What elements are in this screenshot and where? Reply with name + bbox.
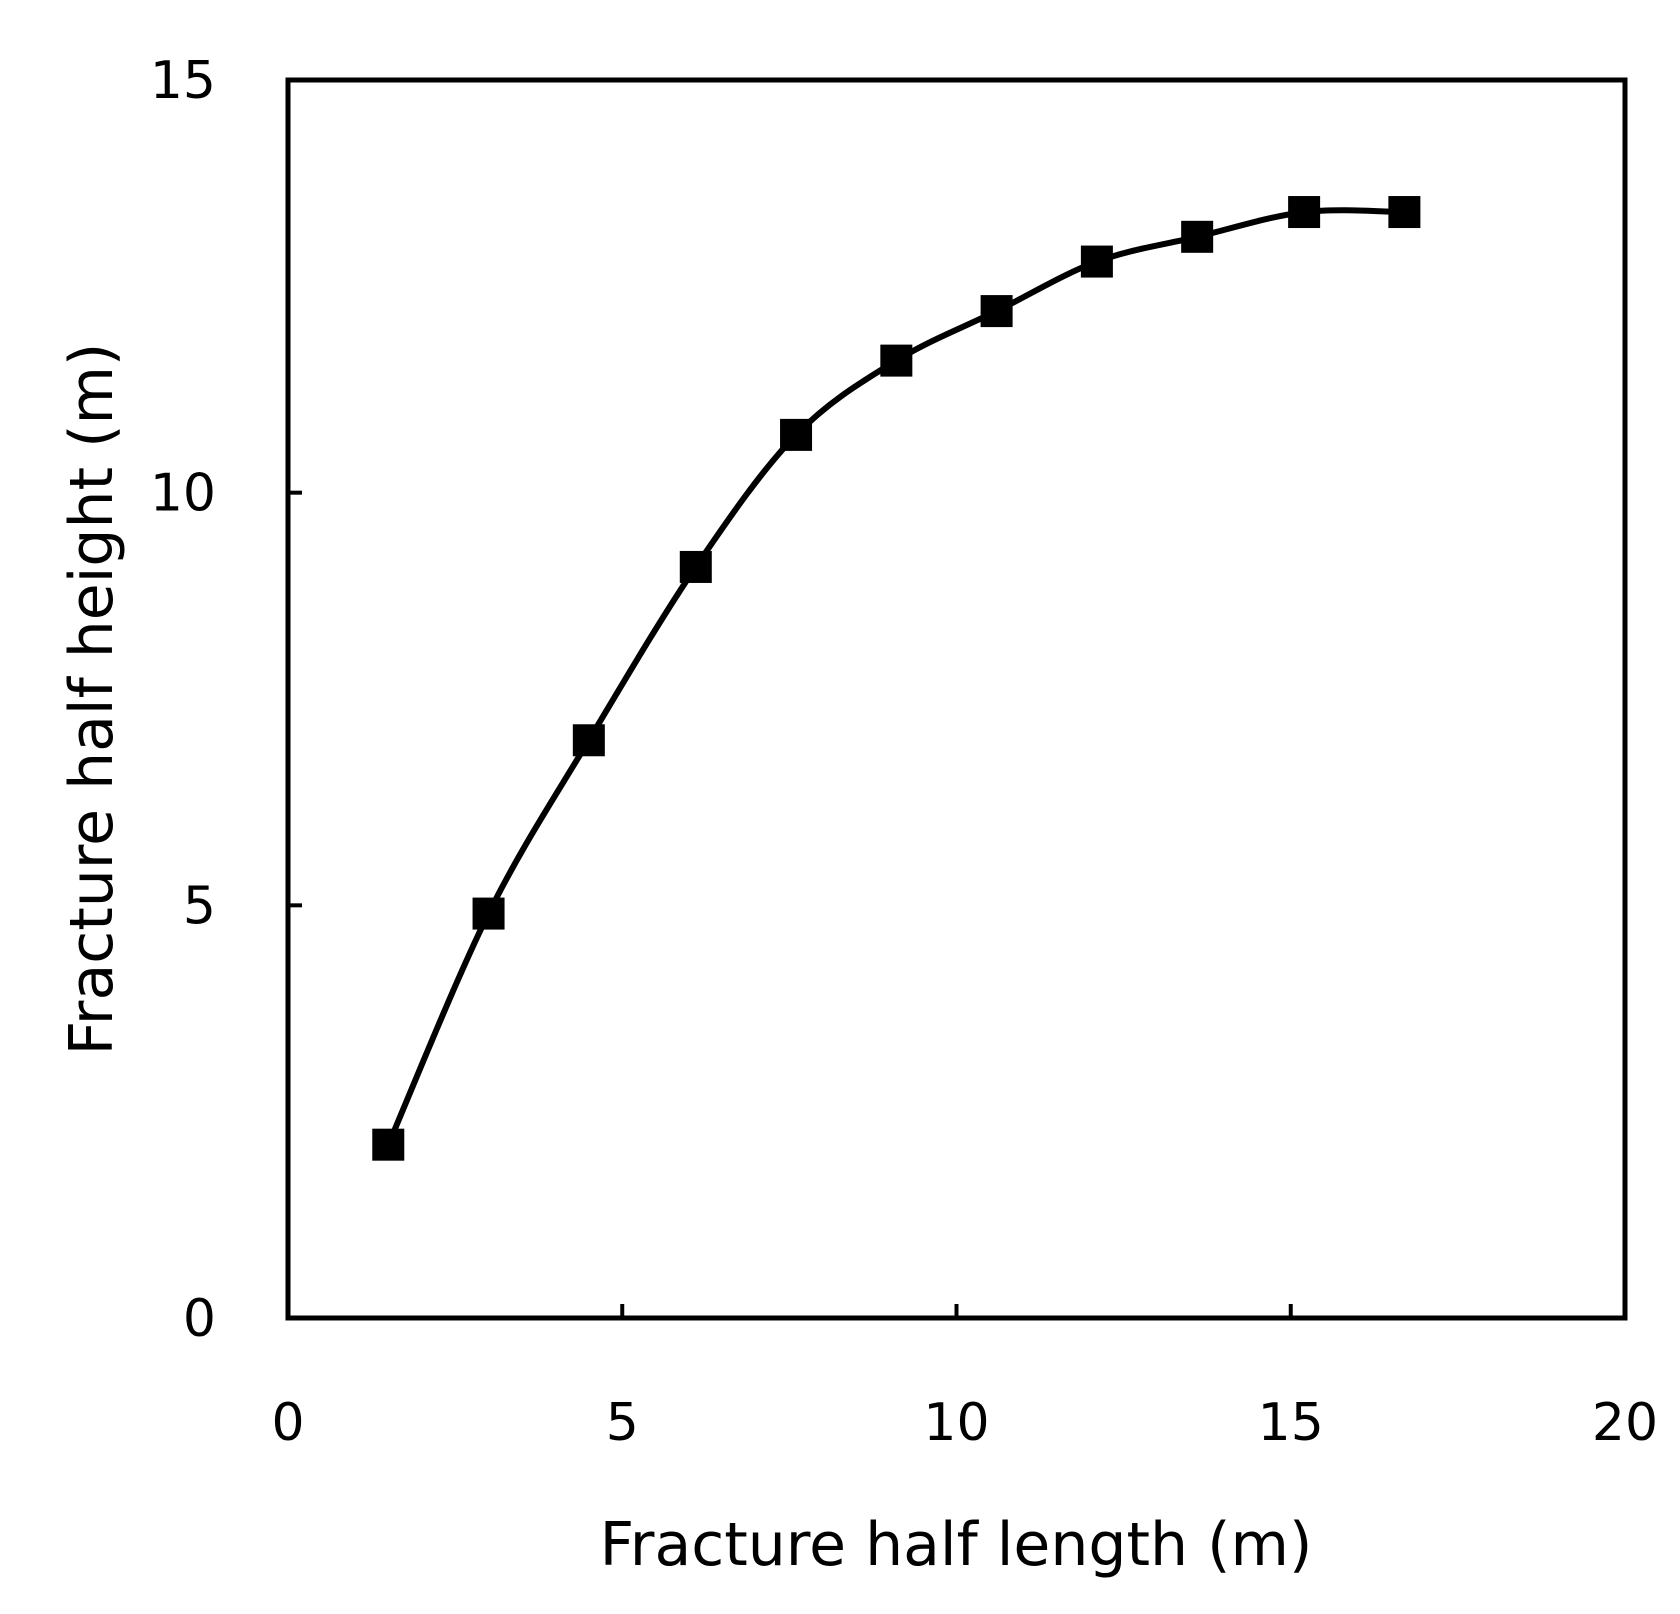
data-point-marker [980,295,1013,328]
y-axis-title: Fracture half height (m) [57,343,127,1056]
data-point-marker [1181,220,1214,253]
x-tick-label: 20 [1592,1393,1658,1453]
y-tick-label: 15 [150,51,216,111]
series-markers [372,196,1421,1161]
x-tick-label: 0 [271,1393,304,1453]
y-axis-ticks: 0 5 10 15 [150,51,302,1349]
x-tick-label: 10 [923,1393,989,1453]
data-point-marker [1080,245,1113,278]
y-tick-label: 0 [183,1289,216,1349]
plot-frame [285,77,1628,1321]
x-axis-ticks: 0 5 10 15 20 [271,1304,1658,1453]
data-point-marker [372,1128,405,1161]
y-tick-label: 5 [183,876,216,936]
data-point-marker [1388,196,1421,229]
data-point-marker [572,724,605,757]
data-point-marker [880,344,913,377]
data-point-marker [679,550,712,583]
data-point-marker [780,418,813,451]
x-axis-title: Fracture half length (m) [600,1510,1313,1580]
x-tick-label: 5 [606,1393,639,1453]
x-tick-label: 15 [1258,1393,1324,1453]
data-point-marker [472,897,505,930]
y-tick-label: 10 [150,464,216,524]
data-point-marker [1288,196,1321,229]
